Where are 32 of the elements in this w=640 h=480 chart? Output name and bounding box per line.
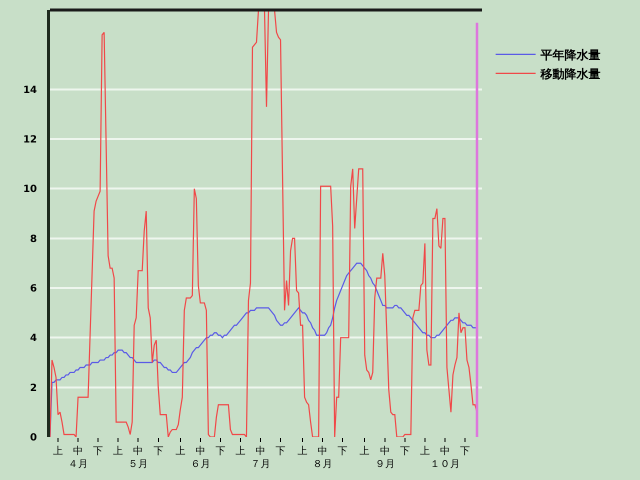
x-tick-label: 中９月 [374,445,395,470]
x-tick-label: 上 [235,445,246,457]
x-tick-label: 下 [93,446,104,457]
y-tick-label: 12 [23,134,38,146]
line-series [50,10,478,437]
y-tick-label: 2 [30,382,38,394]
x-tick-label: 下 [276,446,286,457]
x-tick-label: 下 [460,446,470,457]
x-tick-label: 中７月 [250,445,270,470]
y-tick-label: 10 [23,184,38,196]
x-tick-label: 中４月 [68,445,88,470]
x-tick-label: 上 [53,445,64,457]
x-tick-label: 下 [338,446,348,457]
y-tick-label: 6 [30,284,38,295]
y-tick-label: 0 [30,432,38,444]
x-tick-label: 下 [400,446,410,457]
x-tick-label: 上 [420,445,430,457]
x-tick-label: 下 [153,446,164,457]
x-tick-label: 上 [360,445,370,457]
y-tick-label: 8 [30,234,38,245]
x-tick-label: 下 [215,446,226,457]
y-tick-label: 4 [30,333,38,344]
legend-label: 平年降水量 [540,48,601,62]
legend-label: 移動降水量 [540,67,601,82]
x-tick-label: 上 [175,445,186,457]
x-tick-label: 中５月 [128,445,148,470]
x-tick-label: 中８月 [312,445,333,470]
x-tick-label: 中１０月 [430,445,460,470]
x-tick-label: 上 [113,445,124,457]
x-tick-label: 上 [298,445,308,457]
x-tick-label: 中６月 [190,445,210,470]
y-tick-label: 14 [23,84,38,96]
